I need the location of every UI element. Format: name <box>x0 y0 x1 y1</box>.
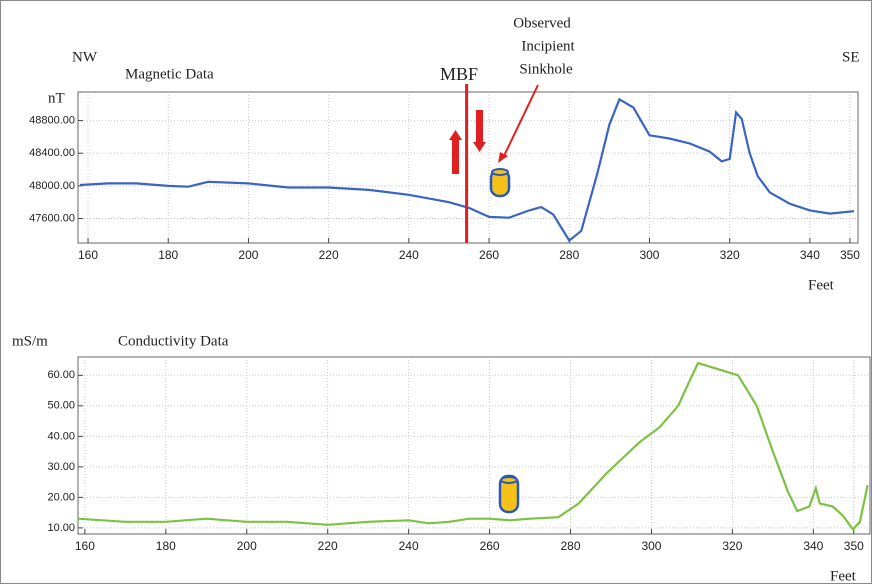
x-tick-label: 260 <box>479 248 499 262</box>
up-arrow <box>452 140 459 174</box>
marker-label: MBF <box>440 64 478 84</box>
callout: Observed <box>513 15 571 31</box>
y-label: mS/m <box>12 333 48 349</box>
y-tick-label: 10.00 <box>47 522 75 534</box>
x-tick-label: 340 <box>800 248 820 262</box>
x-tick-label: 320 <box>720 248 740 262</box>
x-tick-label: 220 <box>318 539 338 553</box>
x-tick-label: 240 <box>399 539 419 553</box>
data-line <box>77 361 869 532</box>
x-tick-label: 300 <box>641 539 661 553</box>
y-label: nT <box>48 90 65 106</box>
x-tick-label: 350 <box>840 248 860 262</box>
x-label: Feet <box>808 277 835 293</box>
x-tick-label: 280 <box>559 248 579 262</box>
y-tick-label: 48000.00 <box>29 180 75 192</box>
x-tick-label: 200 <box>237 539 257 553</box>
x-tick-label: 300 <box>639 248 659 262</box>
y-tick-label: 48400.00 <box>29 147 75 159</box>
y-tick-label: 40.00 <box>47 430 75 442</box>
x-tick-label: 280 <box>561 539 581 553</box>
x-tick-label: 160 <box>78 248 98 262</box>
down-arrow <box>476 110 483 142</box>
right-label: SE <box>842 49 860 65</box>
data-line <box>79 97 855 243</box>
callout: Incipient <box>521 38 575 54</box>
x-tick-label: 350 <box>844 539 864 553</box>
y-tick-label: 20.00 <box>47 491 75 503</box>
down-arrow-head <box>473 142 486 152</box>
up-arrow-head <box>449 130 462 140</box>
y-tick-label: 60.00 <box>47 369 75 381</box>
plot-area <box>77 356 871 535</box>
x-tick-label: 240 <box>399 248 419 262</box>
arrow-head <box>498 152 508 163</box>
x-tick-label: 160 <box>75 539 95 553</box>
y-tick-label: 48800.00 <box>29 114 75 126</box>
sinkhole-icon-top <box>500 476 518 484</box>
x-tick-label: 200 <box>238 248 258 262</box>
x-tick-label: 340 <box>803 539 823 553</box>
sinkhole-icon-top <box>491 168 509 176</box>
x-tick-label: 220 <box>319 248 339 262</box>
y-tick-label: 30.00 <box>47 461 75 473</box>
icons <box>449 84 539 514</box>
y-tick-label: 50.00 <box>47 400 75 412</box>
chart-title: Conductivity Data <box>118 333 229 349</box>
x-tick-label: 180 <box>156 539 176 553</box>
x-label: Feet <box>830 568 857 584</box>
callout: Sinkhole <box>519 61 573 77</box>
chart-title: Magnetic Data <box>125 66 214 82</box>
left-label: NW <box>72 49 98 65</box>
y-tick-label: 47600.00 <box>29 212 75 224</box>
callout-arrow <box>502 84 539 159</box>
x-tick-label: 180 <box>158 248 178 262</box>
x-tick-label: 320 <box>722 539 742 553</box>
x-tick-label: 260 <box>480 539 500 553</box>
